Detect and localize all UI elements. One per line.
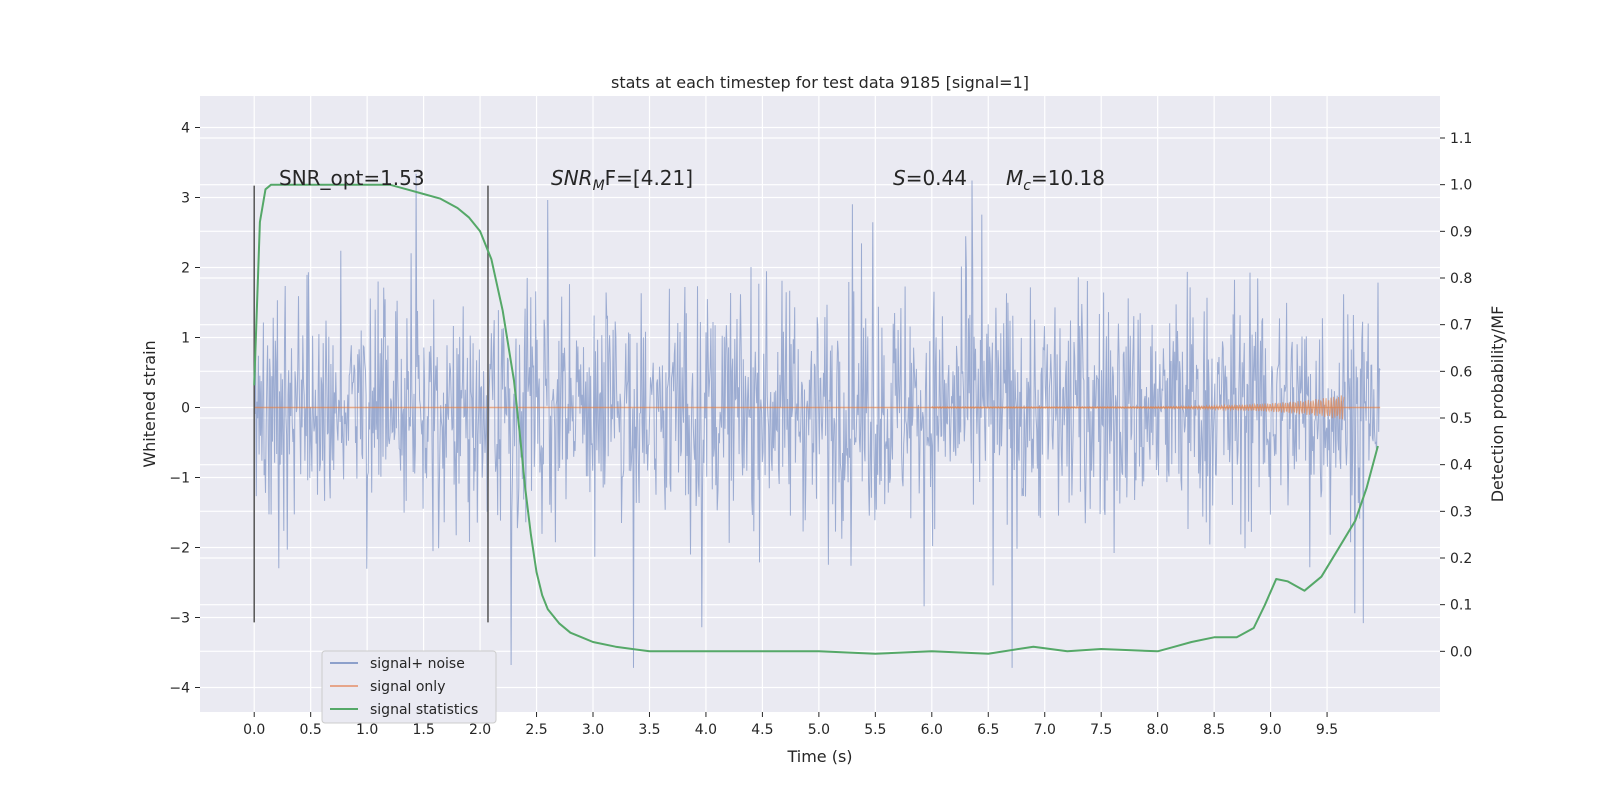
annotation-s-var: S: [893, 166, 906, 190]
x-tick-label: 0.0: [243, 722, 265, 738]
signal-noise-trace: [253, 173, 1381, 668]
y-right-tick-label: 0.4: [1450, 458, 1472, 474]
y-tick-label: 1: [181, 331, 190, 347]
y-tick-label: −4: [169, 681, 190, 697]
x-tick-label: 2.0: [469, 722, 491, 738]
y-right-tick-label: 0.0: [1450, 644, 1472, 660]
y-right-tick-label: 0.1: [1450, 598, 1472, 614]
y-right-tick-label: 0.7: [1450, 318, 1472, 334]
x-tick-label: 4.0: [695, 722, 717, 738]
signal-statistics-line: [253, 183, 1379, 655]
y-axis-label: Whitened strain: [140, 340, 159, 467]
legend: signal+ noise signal only signal statist…: [321, 650, 497, 724]
x-tick-label: 1.5: [412, 722, 434, 738]
annotation-mc-sub: c: [1023, 178, 1031, 194]
noise-path: [253, 173, 1381, 668]
annotation-snr-mf-value: F=[4.21]: [605, 166, 693, 190]
x-tick-label: 0.5: [300, 722, 322, 738]
x-tick-label: 5.0: [808, 722, 830, 738]
legend-label-signal-statistics: signal statistics: [370, 702, 478, 718]
y-right-axis-ticks: 0.0 0.1 0.2 0.3 0.4 0.5 0.6 0.7 0.8 0.9 1.0 1.1: [1440, 131, 1472, 660]
legend-box: [321, 650, 497, 724]
x-tick-label: 8.0: [1147, 722, 1169, 738]
annotation-snr-mf-sub: M: [593, 178, 605, 194]
x-tick-label: 2.5: [525, 722, 547, 738]
y-right-tick-label: 0.5: [1450, 411, 1472, 427]
y-right-tick-label: 0.8: [1450, 271, 1472, 287]
legend-label-signal-only: signal only: [370, 679, 445, 695]
y-tick-label: −3: [169, 611, 190, 627]
annotation-mc-value: =10.18: [1031, 166, 1105, 190]
x-tick-label: 4.5: [751, 722, 773, 738]
y-right-tick-label: 0.6: [1450, 364, 1472, 380]
x-tick-label: 3.5: [638, 722, 660, 738]
signal-only-trace: [254, 395, 1381, 420]
signal-only-chirp: [931, 395, 1345, 420]
annotation-snr-mf-var: SNR: [551, 166, 593, 190]
y-right-tick-label: 0.2: [1450, 551, 1472, 567]
y-right-tick-label: 0.3: [1450, 504, 1472, 520]
y-right-tick-label: 1.1: [1450, 131, 1472, 147]
x-axis-ticks: 0.0 0.5 1.0 1.5 2.0 2.5 3.0 3.5 4.0 4.5 5.0 5.5 6.0 6…: [243, 712, 1338, 738]
annotation-s: S=0.44: [893, 166, 967, 190]
x-tick-label: 3.0: [582, 722, 604, 738]
x-tick-label: 1.0: [356, 722, 378, 738]
annotation-snr-opt: SNR_opt=1.53: [279, 166, 425, 190]
annotation-mc: Mc=10.18: [1006, 166, 1105, 194]
annotation-s-value: =0.44: [906, 166, 967, 190]
y-right-tick-label: 1.0: [1450, 178, 1472, 194]
x-tick-label: 6.0: [921, 722, 943, 738]
x-tick-label: 9.0: [1259, 722, 1281, 738]
vertical-markers: [253, 185, 489, 623]
y-tick-label: 0: [181, 401, 190, 417]
y-right-axis-label: Detection probability/MF: [1488, 306, 1507, 503]
y-tick-label: −1: [169, 471, 190, 487]
x-tick-label: 9.5: [1316, 722, 1338, 738]
x-axis-label: Time (s): [786, 747, 852, 766]
y-axis-ticks: −4 −3 −2 −1 0 1 2 3 4: [169, 121, 200, 697]
x-tick-label: 6.5: [977, 722, 999, 738]
x-tick-label: 7.0: [1034, 722, 1056, 738]
x-tick-label: 8.5: [1203, 722, 1225, 738]
y-tick-label: −2: [169, 541, 190, 557]
annotation-snr-mf: SNRMF=[4.21]: [551, 166, 693, 194]
x-tick-label: 5.5: [864, 722, 886, 738]
y-right-tick-label: 0.9: [1450, 224, 1472, 240]
signal-statistics-trace: [253, 183, 1379, 655]
y-tick-label: 4: [181, 121, 190, 137]
annotation-mc-var: M: [1006, 166, 1023, 190]
y-tick-label: 3: [181, 191, 190, 207]
y-tick-label: 2: [181, 261, 190, 277]
legend-label-signal-noise: signal+ noise: [370, 656, 465, 672]
x-tick-label: 7.5: [1090, 722, 1112, 738]
chart-title: stats at each timestep for test data 918…: [611, 73, 1029, 92]
